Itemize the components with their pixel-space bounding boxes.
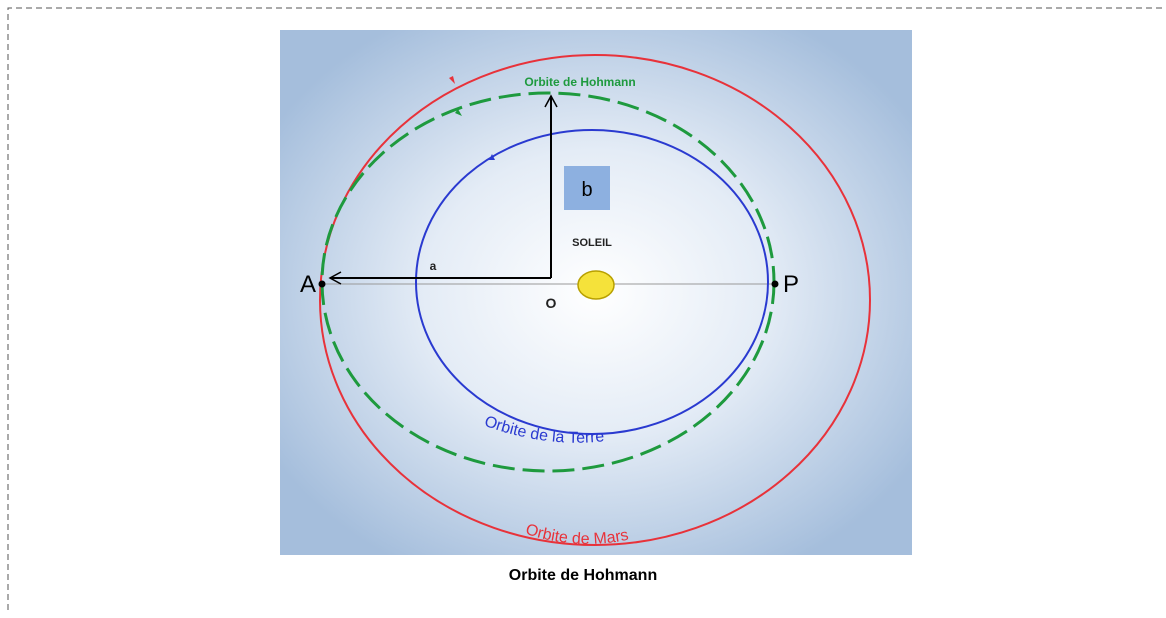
label-a-small: a (430, 259, 437, 273)
label-center: O (546, 295, 557, 311)
point-a (319, 281, 326, 288)
label-hohmann: Orbite de Hohmann (524, 75, 635, 89)
label-sun: SOLEIL (572, 237, 612, 249)
label-apoapsis: A (300, 271, 316, 298)
label-b: b (581, 179, 592, 201)
label-periapsis: P (783, 271, 799, 298)
page: b Orbite de Hohmann SOLEIL a A O P Orbit… (0, 0, 1166, 618)
caption: Orbite de Hohmann (509, 567, 657, 584)
sun (578, 271, 614, 299)
point-p (772, 281, 779, 288)
